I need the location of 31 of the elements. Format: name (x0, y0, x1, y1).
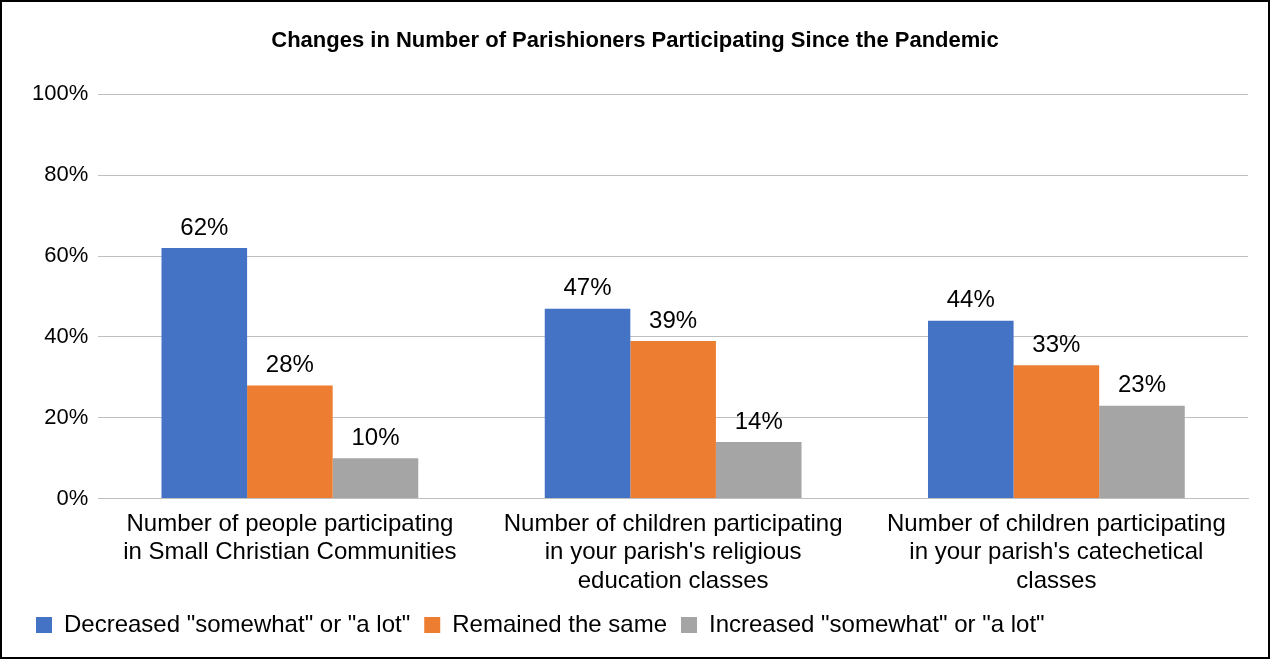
x-tick-label: Number of children participating in your parish's religious education classes (503, 508, 843, 594)
y-tick-label: 0% (56, 484, 89, 510)
data-label: 10% (351, 422, 400, 450)
chart-title: Changes in Number of Parishioners Participating Since the Pandemic (271, 27, 999, 53)
legend-label: Increased "somewhat" or "a lot" (709, 609, 1045, 637)
y-tick-label: 40% (44, 322, 89, 348)
legend-label: Decreased "somewhat" or "a lot" (64, 609, 411, 637)
x-tick-label: Number of people participating in Small Christian Communities (123, 508, 457, 565)
data-label: 28% (265, 350, 314, 378)
bar (715, 442, 802, 499)
data-label: 33% (1032, 329, 1081, 357)
bar (544, 308, 631, 499)
bar (630, 340, 716, 499)
y-tick-label: 80% (44, 161, 89, 187)
y-tick-label: 60% (44, 242, 89, 268)
data-label: 39% (649, 305, 698, 333)
bar (1013, 365, 1100, 499)
y-tick-label: 100% (31, 80, 89, 106)
data-label: 47% (563, 273, 612, 301)
data-label: 14% (734, 406, 783, 434)
bar (332, 458, 419, 499)
bar (161, 248, 248, 499)
data-label: 44% (946, 285, 995, 313)
legend-label: Remained the same (452, 609, 668, 637)
data-label: 23% (1117, 370, 1166, 398)
bar (247, 385, 333, 499)
y-tick-label: 20% (44, 403, 89, 429)
bar (1099, 405, 1185, 499)
x-tick-label: Number of children participating in your parish's catechetical classes (886, 508, 1226, 594)
data-label: 62% (180, 212, 229, 240)
bar (927, 320, 1014, 499)
